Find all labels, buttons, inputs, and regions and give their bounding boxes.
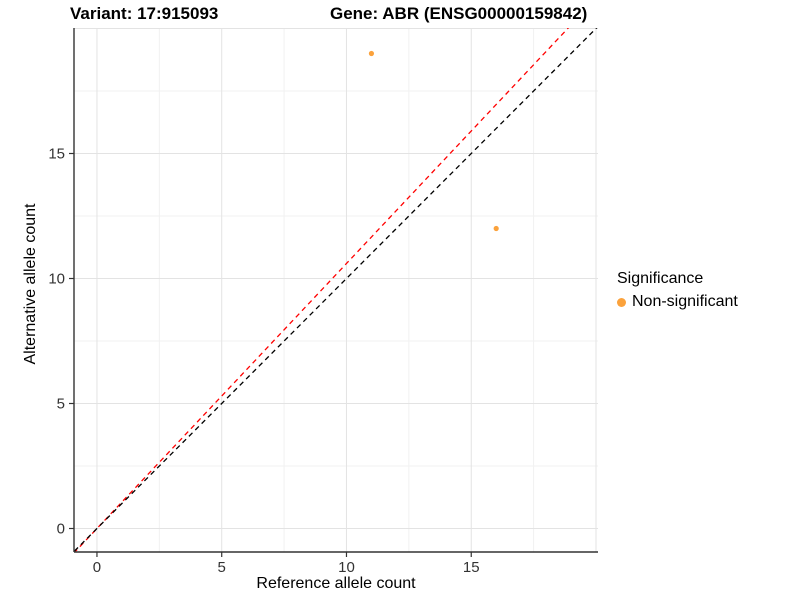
legend-item-non-significant: Non-significant [617, 292, 738, 312]
x-axis-label: Reference allele count [256, 575, 416, 592]
gene-title: Gene: ABR (ENSG00000159842) [330, 4, 588, 23]
y-tick-label: 15 [48, 146, 65, 163]
data-point-non-significant [493, 225, 499, 232]
identity-line [74, 28, 598, 552]
y-tick-label: 5 [57, 396, 65, 413]
x-tick-label: 10 [338, 559, 355, 576]
legend-title: Significance [617, 270, 704, 287]
y-axis-label: Alternative allele count [22, 203, 39, 365]
legend-item-label: Non-significant [632, 293, 738, 310]
x-tick-label: 0 [93, 559, 101, 576]
y-tick-label: 10 [48, 271, 65, 288]
variant-title: Variant: 17:915093 [70, 4, 219, 23]
non-significant-dot-icon [617, 297, 626, 307]
expected-ratio-line [74, 28, 570, 552]
x-tick-label: 15 [463, 559, 480, 576]
legend: Significance Non-significant [617, 269, 738, 312]
y-tick-label: 0 [57, 521, 65, 538]
x-tick-label: 5 [218, 559, 226, 576]
data-point-non-significant [368, 50, 375, 57]
